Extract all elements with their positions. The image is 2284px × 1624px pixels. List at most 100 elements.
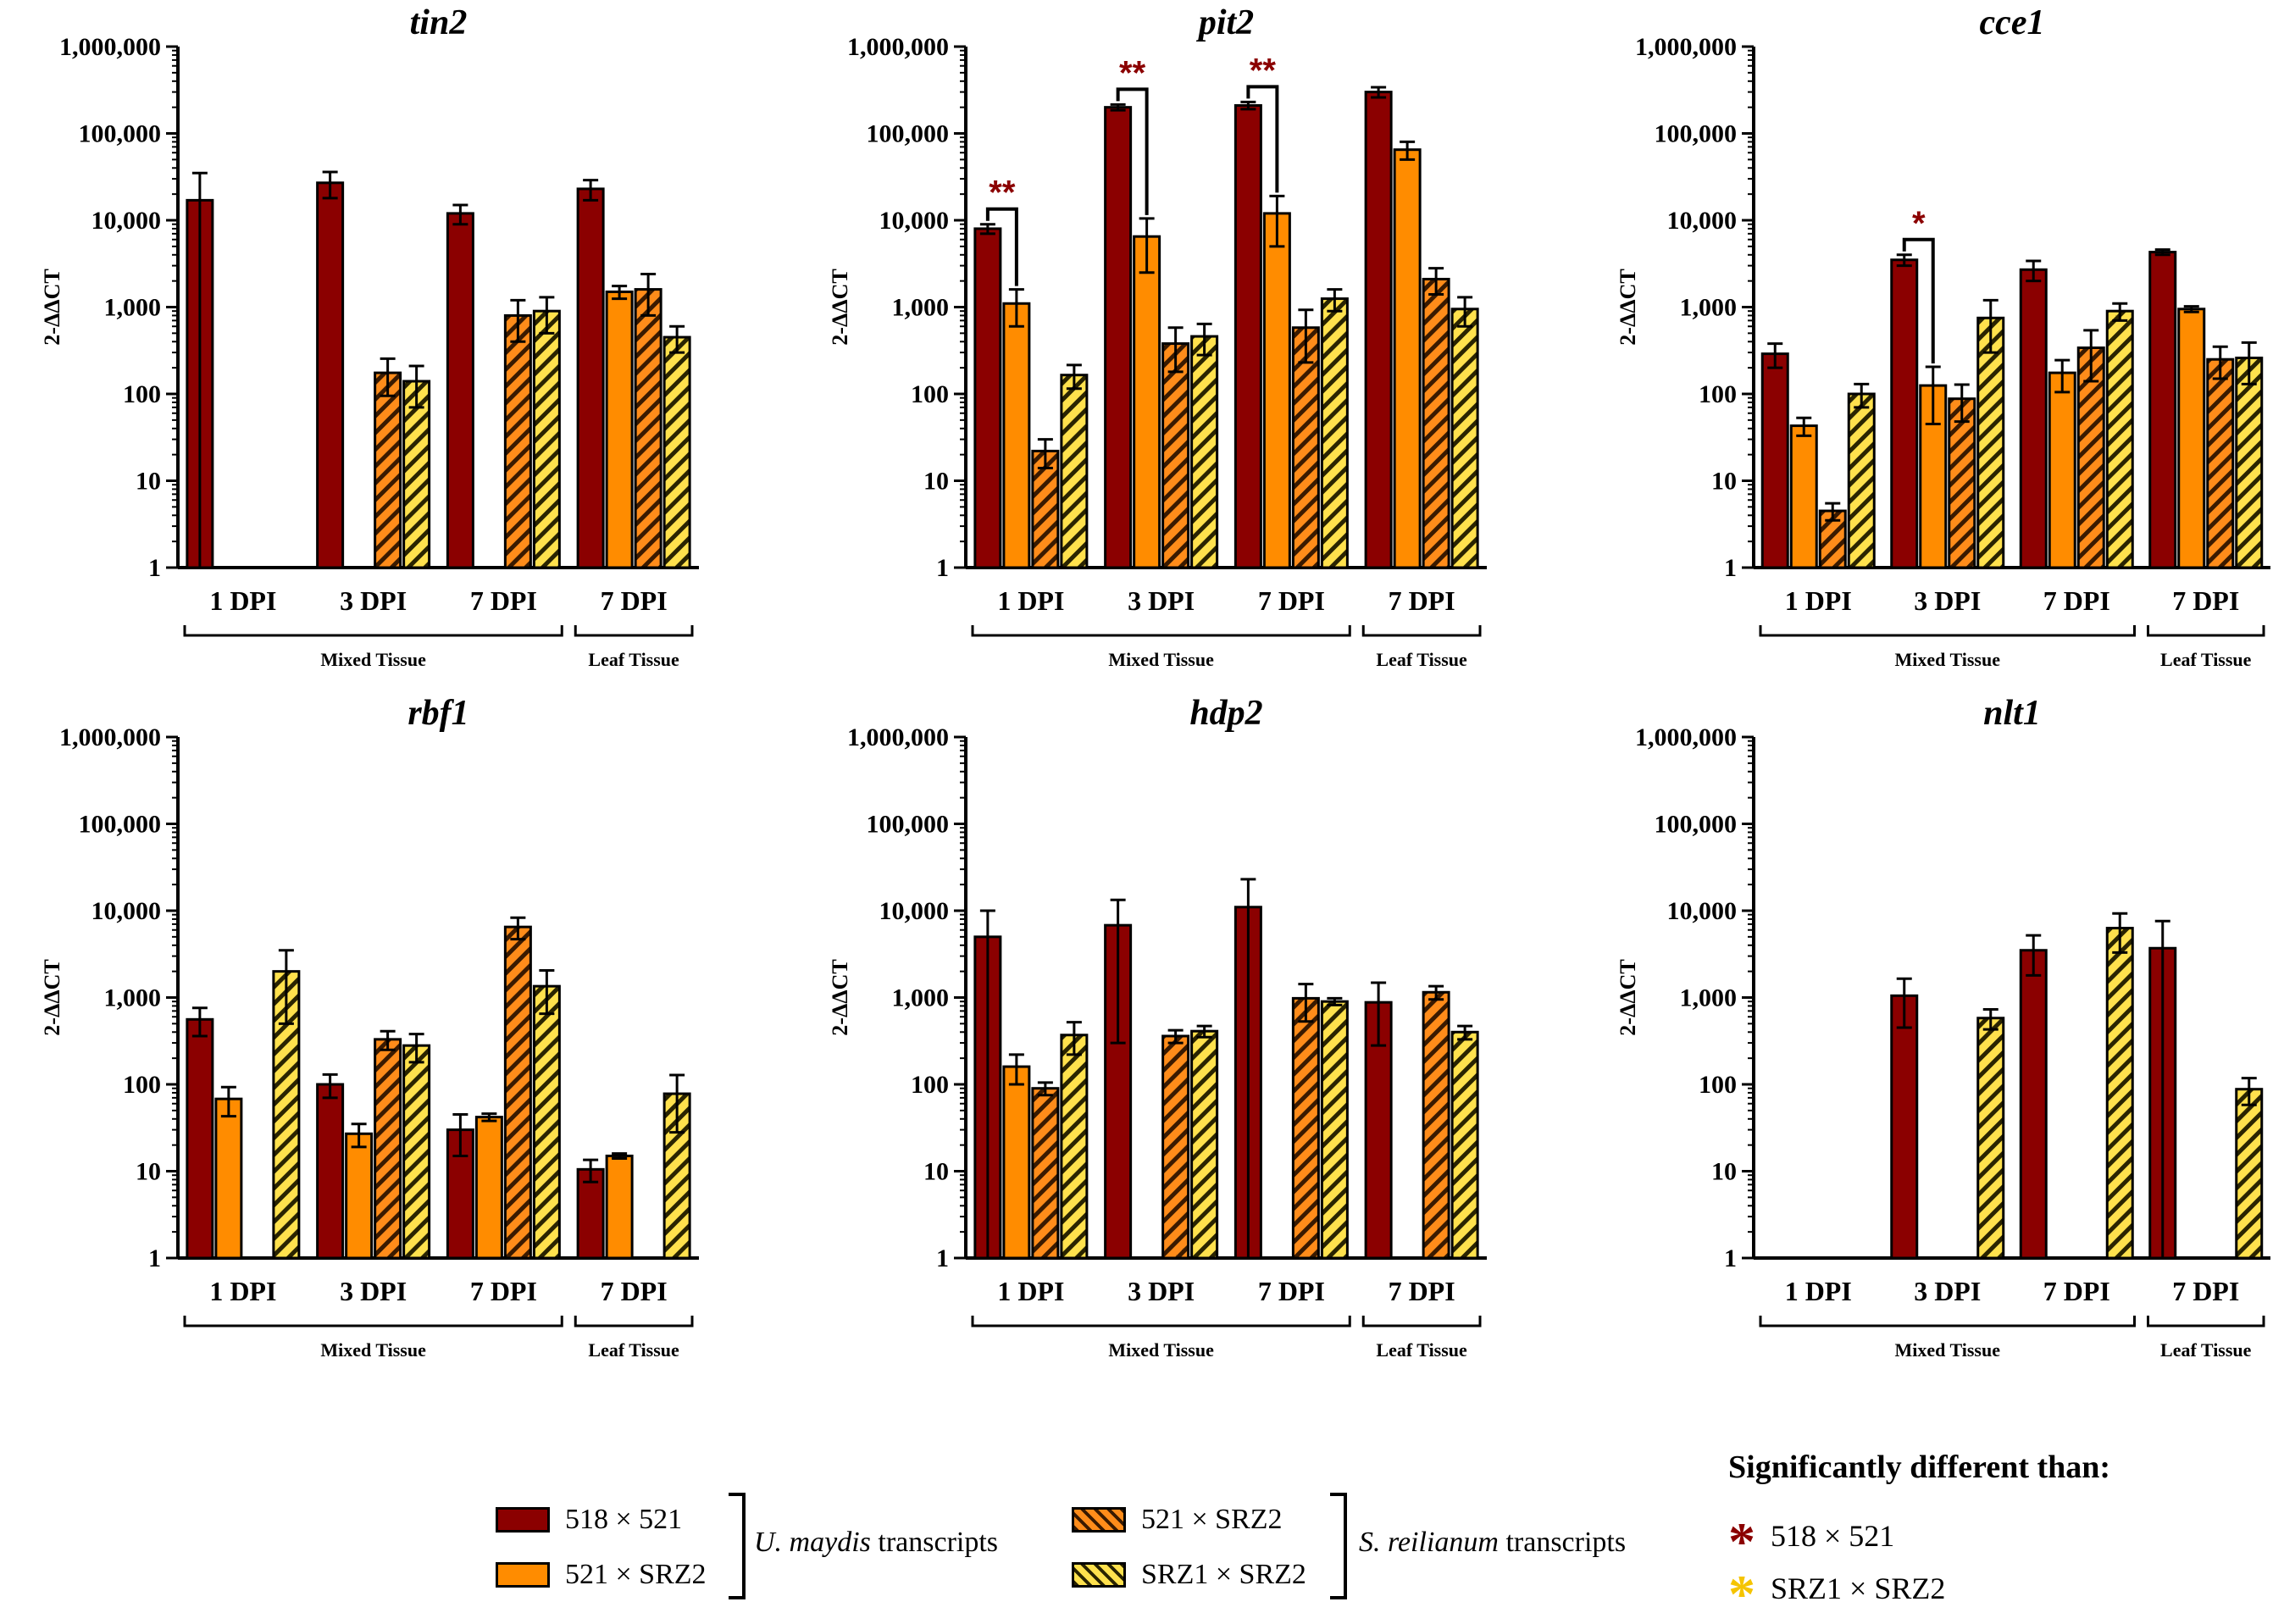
y-tick-label: 10,000 (1667, 207, 1738, 235)
tissue-group-label: Leaf Tissue (2160, 1339, 2252, 1361)
tissue-group-bracket (971, 1316, 1351, 1327)
bar-518x521 (186, 1017, 214, 1260)
y-tick-label: 100,000 (1655, 811, 1738, 839)
y-tick-label: 100 (1699, 1071, 1737, 1099)
x-tick-label: 3 DPI (1914, 1276, 1981, 1306)
tissue-group-label: Mixed Tissue (320, 649, 426, 670)
legend-item-521xSRZ2-um: 521 × SRZ2 (496, 1559, 707, 1591)
bar-SRZ1xSRZ2 (402, 1044, 431, 1260)
bar-518x521 (446, 212, 474, 569)
bar-518x521 (2019, 949, 2048, 1260)
bar-518x521 (2019, 268, 2048, 569)
y-axis-label: 2-ΔΔCT (1616, 269, 1640, 345)
x-tick-label: 7 DPI (2043, 1276, 2110, 1306)
x-tick-label: 7 DPI (601, 1276, 668, 1306)
asterisk-red-icon: * (1728, 1511, 1755, 1571)
x-tick-label: 7 DPI (2172, 1276, 2239, 1306)
bar-SRZ1xSRZ2 (1190, 335, 1219, 569)
y-tick-label: 100 (911, 380, 949, 408)
y-axis-label: 2-ΔΔCT (1616, 959, 1640, 1035)
bar-SRZ1xSRZ2 (532, 309, 561, 569)
bar-521xSRZ2 (605, 290, 634, 569)
y-tick-label: 100,000 (867, 811, 950, 839)
tissue-group-label: Leaf Tissue (1376, 649, 1467, 670)
bar-518x521 (1104, 923, 1133, 1260)
y-axis-label: 2-ΔΔCT (40, 269, 64, 345)
chart-title: cce1 (1980, 3, 2045, 42)
legend-group-suffix: transcripts (1498, 1527, 1627, 1558)
significance-asterisk: ** (989, 175, 1016, 212)
significance-item-label: SRZ1 × SRZ2 (1771, 1571, 1946, 1605)
bar-521xSRZ2-hatched (1291, 996, 1320, 1260)
legend-label: SRZ1 × SRZ2 (1141, 1559, 1306, 1590)
tissue-group-bracket (183, 625, 563, 637)
legend-bracket-right (1330, 1493, 1347, 1599)
y-tick-label: 1,000,000 (1635, 723, 1737, 751)
chart-panel-pit2: pit2 2-ΔΔCT 1 10 100 1,000 10,000 100,000 1,000,… (828, 3, 1487, 670)
x-tick-label: 3 DPI (1128, 1276, 1195, 1306)
y-tick-label: 1,000 (104, 294, 162, 322)
bar-521xSRZ2 (1133, 235, 1161, 569)
x-tick-label: 1 DPI (997, 585, 1064, 616)
chart-title: tin2 (410, 3, 468, 42)
bar-518x521 (1233, 103, 1262, 569)
y-tick-label: 1,000,000 (847, 723, 949, 751)
legend-group-umaydis: U. maydis transcripts (754, 1527, 998, 1559)
y-tick-label: 10 (923, 1158, 949, 1186)
bar-521xSRZ2 (2177, 308, 2206, 569)
chart-title: rbf1 (407, 694, 468, 733)
x-tick-label: 1 DPI (997, 1276, 1064, 1306)
bar-521xSRZ2 (1002, 302, 1031, 569)
bar-SRZ1xSRZ2 (2235, 356, 2264, 569)
y-tick-label: 1,000,000 (59, 33, 161, 61)
bar-521xSRZ2-hatched (374, 1038, 402, 1260)
x-tick-label: 7 DPI (601, 585, 668, 616)
y-tick-label: 1 (1724, 554, 1737, 582)
bar-SRZ1xSRZ2 (1450, 308, 1479, 569)
bar-SRZ1xSRZ2 (1976, 316, 2005, 569)
y-tick-label: 1 (148, 1244, 161, 1272)
legend-bracket-left (729, 1493, 746, 1599)
y-tick-label: 100,000 (79, 811, 162, 839)
legend-swatch-orange-hatched (1072, 1507, 1126, 1533)
significance-asterisk: ** (1250, 52, 1277, 89)
tissue-group-bracket (2147, 1316, 2265, 1327)
x-tick-label: 7 DPI (1258, 585, 1325, 616)
legend-group-sreilianum: S. reilianum transcripts (1359, 1527, 1626, 1559)
bar-521xSRZ2 (1789, 424, 1818, 569)
significance-bracket (1246, 85, 1279, 193)
chart-title: hdp2 (1189, 694, 1262, 733)
bar-521xSRZ2 (474, 1116, 503, 1260)
bar-521xSRZ2 (345, 1132, 374, 1260)
figure-canvas: tin2 2-ΔΔCT 1 10 100 1,000 10,000 100,000 1,000,… (40, 3, 2270, 1361)
y-axis-label: 2-ΔΔCT (828, 269, 852, 345)
y-tick-label: 100,000 (1655, 120, 1738, 148)
legend-item-518x521: 518 × 521 (496, 1504, 682, 1536)
y-tick-label: 10 (1711, 1158, 1737, 1186)
bar-518x521 (316, 1083, 345, 1260)
y-tick-label: 100 (1699, 380, 1737, 408)
chart-title: pit2 (1196, 3, 1254, 42)
y-tick-label: 10,000 (879, 897, 950, 925)
bar-SRZ1xSRZ2 (2105, 309, 2134, 569)
bar-521xSRZ2 (1262, 212, 1291, 569)
x-tick-label: 7 DPI (1389, 585, 1455, 616)
x-tick-label: 3 DPI (1128, 585, 1195, 616)
y-tick-label: 100,000 (79, 120, 162, 148)
chart-panel-nlt1: nlt1 2-ΔΔCT 1 10 100 1,000 10,000 100,000 1,000,… (1616, 694, 2270, 1361)
y-tick-label: 100 (123, 380, 161, 408)
y-tick-label: 10,000 (91, 897, 162, 925)
significance-bracket (1902, 237, 1935, 364)
x-tick-label: 7 DPI (470, 585, 537, 616)
tissue-group-label: Mixed Tissue (1895, 649, 2001, 670)
tissue-group-bracket (574, 1316, 694, 1327)
tissue-group-label: Mixed Tissue (1108, 649, 1214, 670)
y-tick-label: 100 (911, 1071, 949, 1099)
y-tick-label: 10,000 (879, 207, 950, 235)
bar-518x521 (1890, 258, 1919, 569)
tissue-group-bracket (183, 1316, 563, 1327)
bar-518x521 (1760, 352, 1789, 569)
tissue-group-bracket (1361, 1316, 1482, 1327)
bar-SRZ1xSRZ2 (1320, 1000, 1349, 1260)
chart-panel-cce1: cce1 2-ΔΔCT 1 10 100 1,000 10,000 100,000 1,000,… (1616, 3, 2270, 670)
